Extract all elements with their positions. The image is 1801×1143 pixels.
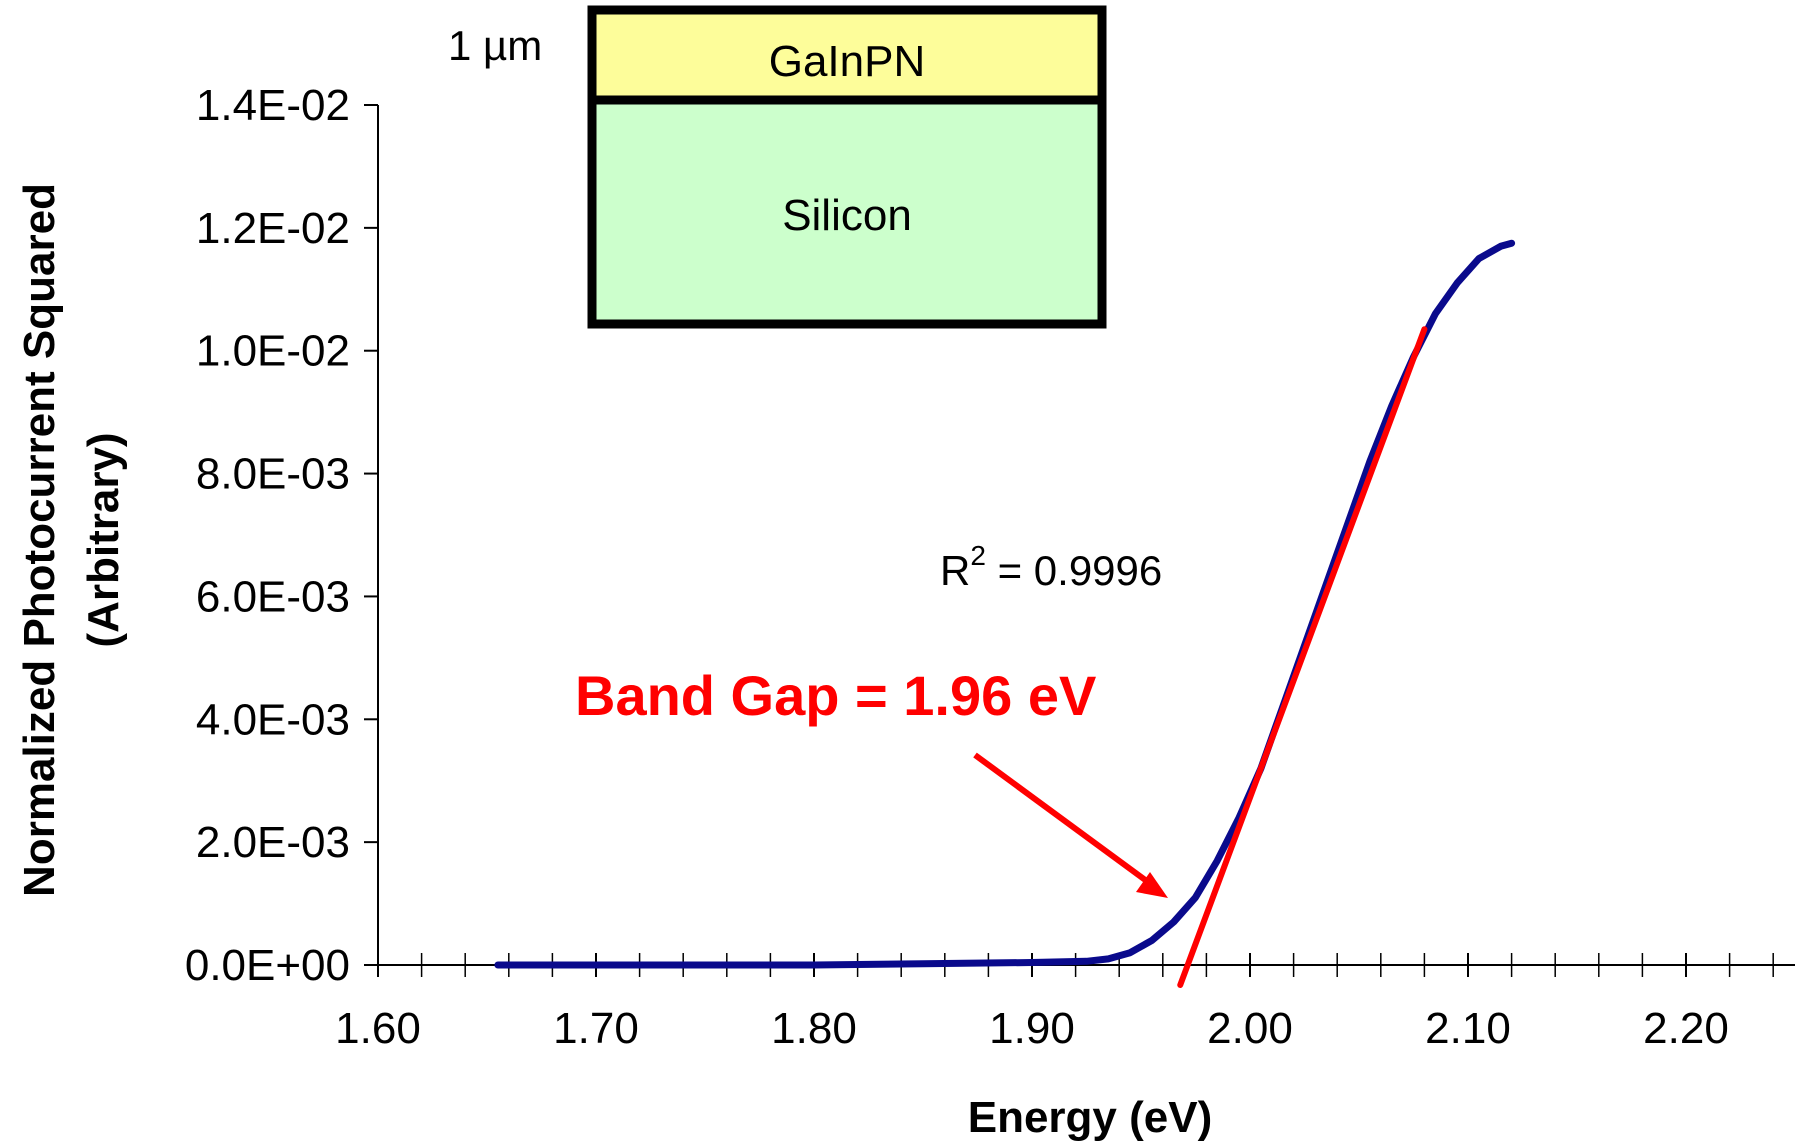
x-tick-label: 1.90 bbox=[989, 1004, 1075, 1053]
x-tick-label: 2.00 bbox=[1207, 1004, 1293, 1053]
y-axis-title-line1: Normalized Photocurrent Squared bbox=[15, 183, 64, 897]
arrow-head bbox=[1136, 872, 1168, 898]
photocurrent-series bbox=[494, 239, 1516, 969]
y-tick-label: 8.0E-03 bbox=[196, 450, 350, 499]
y-tick-label: 1.4E-02 bbox=[196, 81, 350, 130]
r-squared-r: R bbox=[940, 547, 970, 594]
gainpn-label: GaInPN bbox=[769, 37, 926, 86]
x-axis-title: Energy (eV) bbox=[968, 1093, 1213, 1142]
x-tick-label: 2.10 bbox=[1425, 1004, 1511, 1053]
silicon-layer bbox=[587, 95, 1107, 329]
x-tick-label: 1.70 bbox=[553, 1004, 639, 1053]
y-tick-label: 2.0E-03 bbox=[196, 818, 350, 867]
y-tick-label: 1.0E-02 bbox=[196, 327, 350, 376]
x-tick-label: 2.20 bbox=[1643, 1004, 1729, 1053]
y-tick-label: 0.0E+00 bbox=[185, 941, 350, 990]
r-squared-value: = 0.9996 bbox=[986, 547, 1162, 594]
x-tick-label: 1.80 bbox=[771, 1004, 857, 1053]
r-squared-label: R2 = 0.9996 bbox=[940, 540, 1162, 594]
y-axis-title-line2: (Arbitrary) bbox=[79, 432, 128, 647]
band-gap-label: Band Gap = 1.96 eV bbox=[575, 664, 1096, 727]
layer-diagram: GaInPN Silicon 1 µm bbox=[448, 5, 1107, 329]
x-tick-label: 1.60 bbox=[335, 1004, 421, 1053]
silicon-label: Silicon bbox=[782, 191, 912, 240]
band-gap-arrow bbox=[973, 752, 1168, 898]
thickness-label: 1 µm bbox=[448, 22, 542, 69]
y-tick-label: 4.0E-03 bbox=[196, 695, 350, 744]
y-tick-label: 1.2E-02 bbox=[196, 204, 350, 253]
linear-fit-line bbox=[1177, 326, 1428, 988]
r-squared-sup: 2 bbox=[970, 540, 986, 571]
arrow-shaft bbox=[973, 752, 1150, 885]
y-tick-label: 6.0E-03 bbox=[196, 572, 350, 621]
y-ticks: 0.0E+00 2.0E-03 4.0E-03 6.0E-03 8.0E-03 1.0E-… bbox=[185, 81, 378, 990]
